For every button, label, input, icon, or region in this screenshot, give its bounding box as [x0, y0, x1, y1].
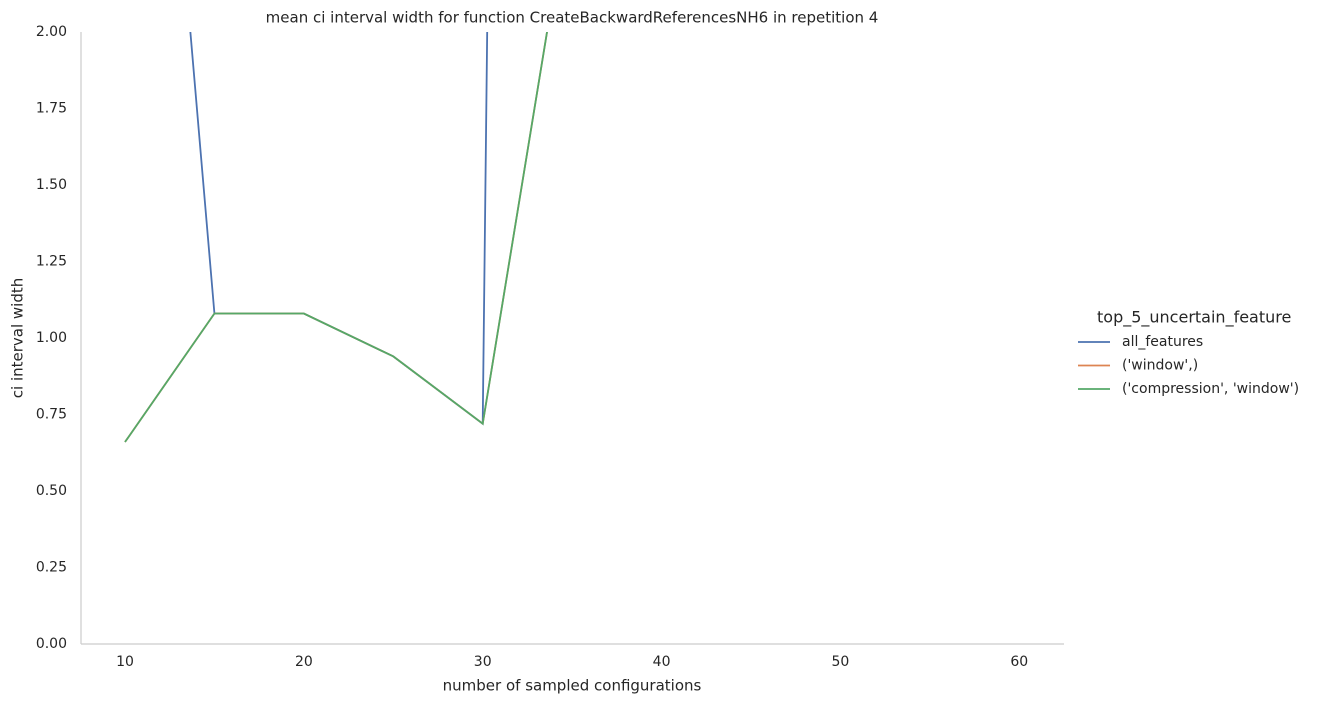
y-axis-label: ci interval width — [9, 278, 27, 398]
legend-label: all_features — [1122, 334, 1203, 350]
y-tick-label: 0.00 — [36, 636, 67, 652]
x-tick-label: 20 — [295, 654, 313, 670]
series-line — [189, 32, 489, 426]
x-tick-label: 30 — [474, 654, 492, 670]
x-tick-label: 40 — [653, 654, 671, 670]
y-tick-label: 1.25 — [36, 254, 67, 270]
series-line — [124, 32, 548, 443]
y-tick-label: 1.75 — [36, 101, 67, 117]
x-tick-label: 10 — [116, 654, 134, 670]
x-axis-label: number of sampled configurations — [443, 677, 702, 695]
chart-title: mean ci interval width for function Crea… — [266, 9, 879, 27]
y-tick-label: 1.00 — [36, 330, 67, 346]
y-tick-label: 0.75 — [36, 407, 67, 423]
legend-label: ('compression', 'window') — [1122, 381, 1299, 397]
y-tick-label: 2.00 — [36, 24, 67, 40]
y-tick-label: 0.25 — [36, 560, 67, 576]
x-tick-label: 50 — [832, 654, 850, 670]
legend-title: top_5_uncertain_feature — [1097, 308, 1291, 328]
y-tick-label: 1.50 — [36, 177, 67, 193]
series-line — [124, 32, 548, 443]
x-tick-label: 60 — [1010, 654, 1028, 670]
y-tick-label: 0.50 — [36, 483, 67, 499]
legend-label: ('window',) — [1122, 358, 1198, 374]
plot-area — [124, 32, 548, 443]
